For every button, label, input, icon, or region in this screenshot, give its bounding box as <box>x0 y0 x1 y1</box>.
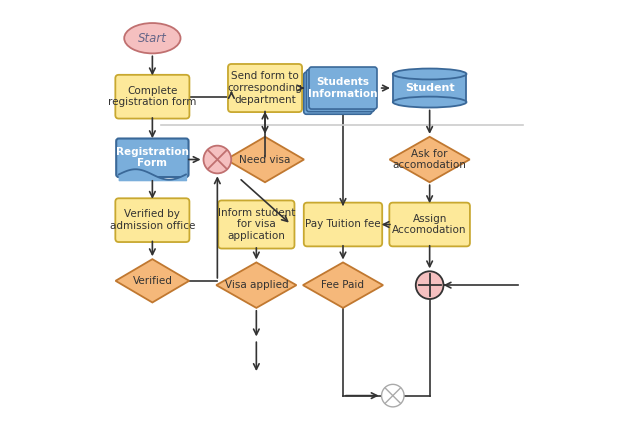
Circle shape <box>204 146 231 174</box>
FancyBboxPatch shape <box>304 203 382 246</box>
FancyBboxPatch shape <box>304 72 372 114</box>
FancyBboxPatch shape <box>309 67 377 109</box>
Text: Assign
Accomodation: Assign Accomodation <box>392 214 467 235</box>
Text: Start: Start <box>138 32 167 45</box>
Text: Student: Student <box>405 83 455 93</box>
Text: Registration
Form: Registration Form <box>116 146 189 168</box>
Text: Students
Information: Students Information <box>308 77 378 99</box>
Polygon shape <box>393 74 466 102</box>
Text: Verified: Verified <box>132 276 172 286</box>
Text: Send form to
corresponding
department: Send form to corresponding department <box>227 72 302 105</box>
Ellipse shape <box>393 97 466 108</box>
Text: Ask for
accomodation: Ask for accomodation <box>392 149 466 170</box>
FancyBboxPatch shape <box>218 201 294 249</box>
FancyBboxPatch shape <box>116 75 189 119</box>
Polygon shape <box>226 137 304 182</box>
Text: Need visa: Need visa <box>239 154 291 164</box>
Text: Complete
registration form: Complete registration form <box>108 86 197 108</box>
Text: Fee Paid: Fee Paid <box>322 280 365 290</box>
FancyBboxPatch shape <box>116 139 189 177</box>
Polygon shape <box>116 259 189 303</box>
Polygon shape <box>303 262 383 308</box>
Polygon shape <box>389 137 469 182</box>
FancyBboxPatch shape <box>306 70 374 112</box>
Text: Verified by
admission office: Verified by admission office <box>110 209 195 231</box>
FancyBboxPatch shape <box>228 64 302 112</box>
FancyBboxPatch shape <box>116 198 189 242</box>
Polygon shape <box>216 262 296 308</box>
Ellipse shape <box>393 68 466 79</box>
Ellipse shape <box>124 23 181 53</box>
Circle shape <box>381 385 404 407</box>
Text: Pay Tuition fee: Pay Tuition fee <box>305 219 381 229</box>
Text: Visa applied: Visa applied <box>225 280 288 290</box>
Text: Inform student
for visa
application: Inform student for visa application <box>217 208 295 241</box>
Circle shape <box>416 271 443 299</box>
FancyBboxPatch shape <box>389 203 470 246</box>
